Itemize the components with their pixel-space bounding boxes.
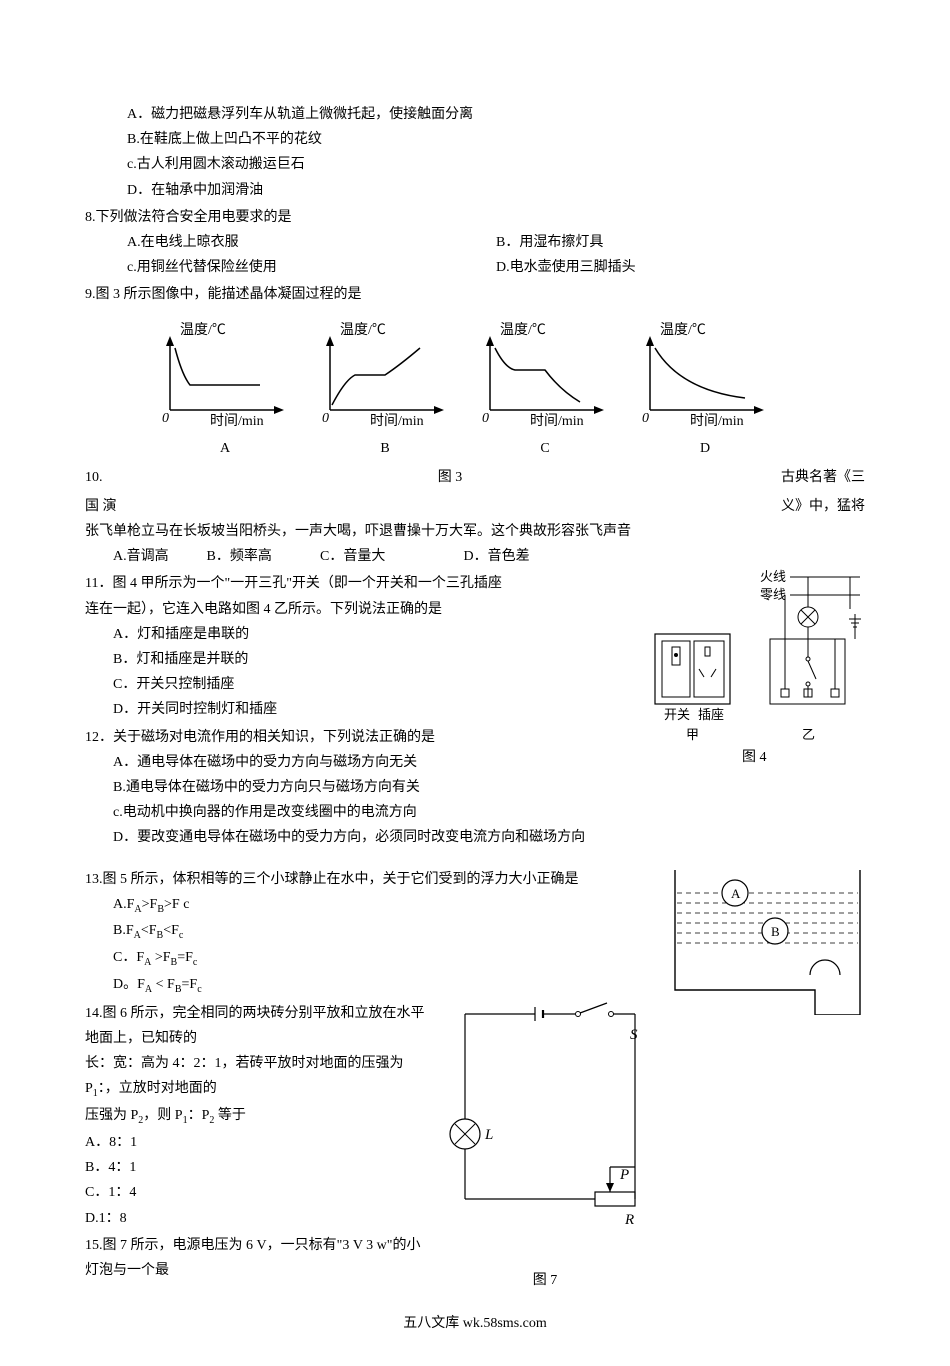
svg-text:A: A <box>731 886 741 901</box>
chart-A-label: A <box>220 436 230 461</box>
fig7-caption: 图 7 <box>435 1268 655 1293</box>
q10-num: 10. <box>85 465 145 494</box>
fig5: A B <box>665 865 865 1024</box>
chart-B-label: B <box>380 436 389 461</box>
q10-right2: 义》中，猛将 <box>781 494 865 519</box>
chart-D-ylabel: 温度/℃ <box>660 322 706 338</box>
svg-text:R: R <box>624 1212 634 1228</box>
chart-D-svg: 温度/℃ 0 时间/min <box>630 320 780 430</box>
svg-text:插座: 插座 <box>698 707 724 722</box>
chart-A-svg: 温度/℃ 0 时间/min <box>150 320 300 430</box>
q8: 8.下列做法符合安全用电要求的是 A.在电线上晾衣服 B．用湿布擦灯具 c.用铜… <box>85 205 865 281</box>
chart-B-ylabel: 温度/℃ <box>340 322 386 338</box>
q8-optD: D.电水壶使用三脚插头 <box>496 255 865 280</box>
q12-optC: c.电动机中换向器的作用是改变线圈中的电流方向 <box>85 800 865 825</box>
q8-optA: A.在电线上晾衣服 <box>127 230 496 255</box>
fig7-svg: S L P R <box>435 999 655 1229</box>
svg-text:开关: 开关 <box>664 707 690 722</box>
q8-stem: 8.下列做法符合安全用电要求的是 <box>85 205 865 230</box>
q8-optC: c.用铜丝代替保险丝使用 <box>127 255 496 280</box>
q7-optB: B.在鞋底上做上凹凸不平的花纹 <box>85 127 865 152</box>
q7-optA: A．磁力把磁悬浮列车从轨道上微微托起，使接触面分离 <box>85 102 865 127</box>
q7-optC: c.古人利用圆木滚动搬运巨石 <box>85 152 865 177</box>
q10-optC: C．音量大 <box>320 544 460 569</box>
chart-C-label: C <box>540 436 549 461</box>
q8-row1: A.在电线上晾衣服 B．用湿布擦灯具 <box>85 230 865 255</box>
svg-text:0: 0 <box>162 411 169 426</box>
chart-A-ylabel: 温度/℃ <box>180 322 226 338</box>
svg-text:B: B <box>771 924 780 939</box>
q9-stem: 9.图 3 所示图像中，能描述晶体凝固过程的是 <box>85 282 865 307</box>
q10-line1: 10. 图 3 古典名著《三 <box>85 465 865 494</box>
fig4-svg: 开关 插座 甲 火线 零线 乙 图 4 <box>650 569 865 764</box>
q7-options: A．磁力把磁悬浮列车从轨道上微微托起，使接触面分离 B.在鞋底上做上凹凸不平的花… <box>85 102 865 203</box>
chart-C: 温度/℃ 0 时间/min C <box>470 320 620 461</box>
svg-text:S: S <box>630 1027 638 1043</box>
svg-text:乙: 乙 <box>802 727 815 742</box>
q10-right1: 古典名著《三 <box>755 465 865 494</box>
footer: 五八文库 wk.58sms.com <box>85 1311 865 1336</box>
svg-text:0: 0 <box>322 411 329 426</box>
svg-text:图 4: 图 4 <box>742 750 767 764</box>
q10-line3: 张飞单枪立马在长坂坡当阳桥头，一声大喝，吓退曹操十万大军。这个典故形容张飞声音 <box>85 519 865 544</box>
q10-optB: B．频率高 <box>207 544 317 569</box>
chart-D-label: D <box>700 436 710 461</box>
q12-optB: B.通电导体在磁场中的受力方向只与磁场方向有关 <box>85 775 865 800</box>
svg-text:P: P <box>619 1167 629 1183</box>
q10-left2: 国 演 <box>85 494 117 519</box>
chart-A: 温度/℃ 0 时间/min A <box>150 320 300 461</box>
chart-C-ylabel: 温度/℃ <box>500 322 546 338</box>
q7-optD: D．在轴承中加润滑油 <box>85 178 865 203</box>
svg-text:L: L <box>484 1127 493 1143</box>
q10-options: A.音调高 B．频率高 C．音量大 D．音色差 <box>85 544 865 569</box>
fig4: 开关 插座 甲 火线 零线 乙 图 4 <box>650 569 865 773</box>
q12-optD: D．要改变通电导体在磁场中的受力方向，必须同时改变电流方向和磁场方向 <box>85 825 865 850</box>
svg-text:0: 0 <box>642 411 649 426</box>
chart-C-xlabel: 时间/min <box>530 413 584 429</box>
q9: 9.图 3 所示图像中，能描述晶体凝固过程的是 <box>85 282 865 307</box>
chart-B-xlabel: 时间/min <box>370 413 424 429</box>
spacer <box>85 851 865 865</box>
q10-optA: A.音调高 <box>113 544 203 569</box>
q8-optB: B．用湿布擦灯具 <box>496 230 865 255</box>
fig5-svg: A B <box>665 865 865 1015</box>
chart-D: 温度/℃ 0 时间/min D <box>630 320 780 461</box>
chart-B-svg: 温度/℃ 0 时间/min <box>310 320 460 430</box>
svg-text:甲: 甲 <box>686 727 699 742</box>
chart-D-xlabel: 时间/min <box>690 413 744 429</box>
chart-A-xlabel: 时间/min <box>210 413 264 429</box>
q10-line2: 国 演 义》中，猛将 <box>85 494 865 519</box>
fig7: S L P R 图 7 <box>435 999 655 1293</box>
svg-text:火线: 火线 <box>760 569 786 584</box>
charts-row: 温度/℃ 0 时间/min A 温度/℃ 0 时间/min B 温度/℃ <box>145 320 785 461</box>
q10-optD: D．音色差 <box>464 544 530 569</box>
svg-text:0: 0 <box>482 411 489 426</box>
svg-text:零线: 零线 <box>760 587 786 602</box>
chart-C-svg: 温度/℃ 0 时间/min <box>470 320 620 430</box>
fig3-caption: 图 3 <box>145 465 755 490</box>
q8-row2: c.用铜丝代替保险丝使用 D.电水壶使用三脚插头 <box>85 255 865 280</box>
chart-B: 温度/℃ 0 时间/min B <box>310 320 460 461</box>
